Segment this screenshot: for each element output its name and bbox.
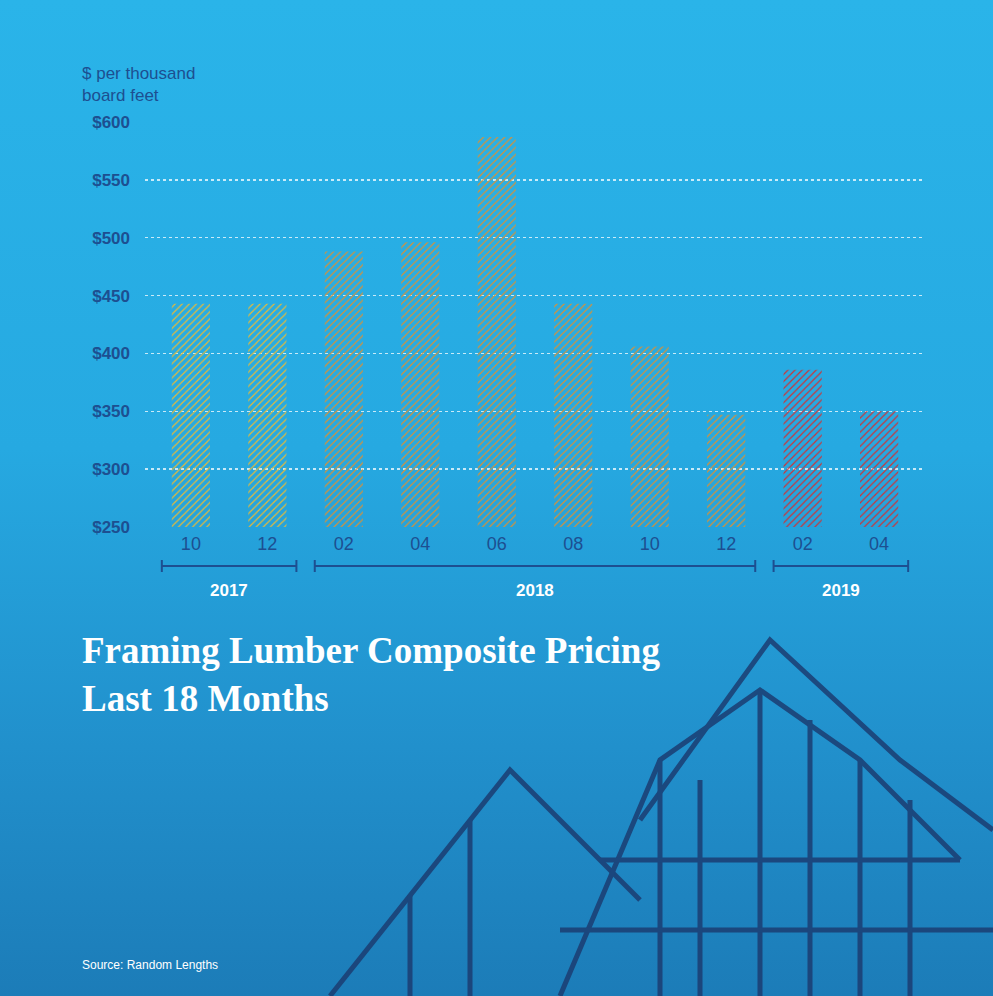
svg-text:Framing Lumber Composite Prici: Framing Lumber Composite PricingLast 18 … — [82, 630, 660, 719]
svg-text:$400: $400 — [92, 344, 130, 363]
svg-text:$350: $350 — [92, 402, 130, 421]
svg-text:2017: 2017 — [210, 581, 248, 600]
svg-text:$600: $600 — [92, 113, 130, 132]
svg-text:12: 12 — [716, 534, 736, 554]
svg-text:04: 04 — [869, 534, 889, 554]
svg-text:02: 02 — [334, 534, 354, 554]
svg-text:$550: $550 — [92, 171, 130, 190]
svg-text:04: 04 — [410, 534, 430, 554]
svg-text:08: 08 — [563, 534, 583, 554]
svg-text:10: 10 — [640, 534, 660, 554]
svg-text:$450: $450 — [92, 287, 130, 306]
svg-text:12: 12 — [257, 534, 277, 554]
svg-text:02: 02 — [793, 534, 813, 554]
svg-text:$250: $250 — [92, 518, 130, 537]
svg-text:Source: Random Lengths: Source: Random Lengths — [82, 958, 218, 972]
svg-text:2019: 2019 — [822, 581, 860, 600]
svg-text:06: 06 — [487, 534, 507, 554]
svg-text:$ per thousandboard feet: $ per thousandboard feet — [82, 64, 195, 105]
svg-text:2018: 2018 — [516, 581, 554, 600]
svg-text:10: 10 — [181, 534, 201, 554]
svg-text:$300: $300 — [92, 460, 130, 479]
svg-text:$500: $500 — [92, 229, 130, 248]
